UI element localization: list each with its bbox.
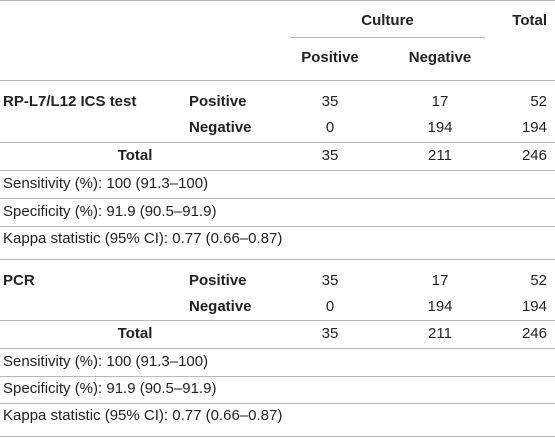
row-rule bbox=[0, 403, 555, 404]
cell-negative: 194 bbox=[427, 298, 453, 315]
cell-negative: 194 bbox=[427, 119, 453, 136]
row-label: Negative bbox=[189, 298, 252, 315]
row-rule bbox=[0, 348, 555, 349]
total-label: Total bbox=[117, 147, 153, 164]
stat-kappa: Kappa statistic (95% CI): 0.77 (0.66–0.8… bbox=[3, 407, 283, 424]
row-rule bbox=[0, 226, 555, 227]
stat-specificity: Specificity (%): 91.9 (90.5–91.9) bbox=[3, 203, 217, 220]
cell-total: 52 bbox=[530, 272, 547, 289]
cell-total: 246 bbox=[521, 325, 547, 342]
cell-total: 246 bbox=[521, 147, 547, 164]
stat-sensitivity: Sensitivity (%): 100 (91.3–100) bbox=[3, 353, 209, 370]
cell-total: 194 bbox=[521, 298, 547, 315]
cell-negative: 17 bbox=[431, 272, 449, 289]
stat-specificity: Specificity (%): 91.9 (90.5–91.9) bbox=[3, 380, 217, 397]
row-label: Positive bbox=[189, 93, 247, 110]
stat-sensitivity: Sensitivity (%): 100 (91.3–100) bbox=[3, 175, 209, 192]
section-rule bbox=[0, 259, 555, 260]
cell-total: 52 bbox=[530, 93, 547, 110]
cell-total: 194 bbox=[521, 119, 547, 136]
header-bottom-rule bbox=[0, 80, 555, 81]
cell-negative: 211 bbox=[428, 147, 452, 164]
cell-negative: 17 bbox=[431, 93, 449, 110]
cell-positive: 0 bbox=[325, 119, 335, 136]
cell-positive: 35 bbox=[321, 93, 339, 110]
row-rule bbox=[0, 170, 555, 171]
table-bottom-rule bbox=[0, 436, 555, 437]
row-rule bbox=[0, 320, 555, 321]
header-negative: Negative bbox=[408, 49, 472, 66]
test-name: RP-L7/L12 ICS test bbox=[3, 93, 137, 110]
stat-kappa: Kappa statistic (95% CI): 0.77 (0.66–0.8… bbox=[3, 230, 283, 247]
header-total: Total bbox=[512, 12, 547, 29]
cell-positive: 35 bbox=[321, 325, 339, 342]
cell-positive: 0 bbox=[325, 298, 335, 315]
cell-negative: 211 bbox=[428, 325, 452, 342]
row-label: Positive bbox=[189, 272, 247, 289]
header-culture: Culture bbox=[361, 12, 414, 29]
row-label: Negative bbox=[189, 119, 252, 136]
cell-positive: 35 bbox=[321, 272, 339, 289]
row-rule bbox=[0, 142, 555, 143]
row-rule bbox=[0, 376, 555, 377]
total-label: Total bbox=[117, 325, 153, 342]
test-name: PCR bbox=[3, 272, 35, 289]
row-rule bbox=[0, 198, 555, 199]
cell-positive: 35 bbox=[321, 147, 339, 164]
culture-underline bbox=[290, 37, 485, 38]
table-top-rule bbox=[0, 0, 555, 1]
header-positive: Positive bbox=[301, 49, 359, 66]
